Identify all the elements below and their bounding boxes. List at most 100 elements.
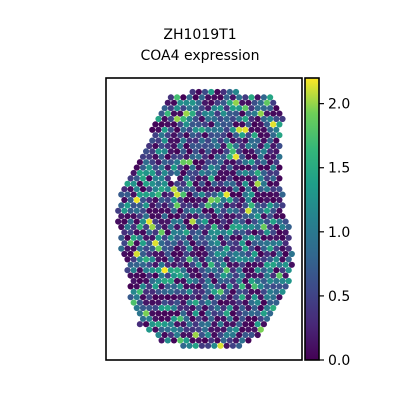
- spot-point: [121, 240, 128, 247]
- spot-point: [167, 191, 174, 198]
- spot-point: [146, 272, 153, 279]
- spot-point: [232, 326, 240, 333]
- spot-point: [183, 283, 190, 290]
- spot-point: [189, 121, 196, 128]
- spot-point: [229, 148, 236, 155]
- spot-point: [195, 110, 202, 117]
- spot-point: [242, 256, 249, 263]
- spot-point: [217, 202, 224, 209]
- spot-point: [121, 207, 128, 214]
- spot-point: [167, 115, 174, 123]
- spot-point: [242, 202, 249, 209]
- spot-point: [270, 121, 277, 128]
- spot-point: [130, 169, 137, 177]
- spot-point: [232, 229, 240, 236]
- spot-point: [174, 234, 181, 241]
- spot-point: [217, 331, 224, 339]
- spot-point: [217, 105, 224, 112]
- spot-point: [254, 234, 261, 241]
- spot-point: [273, 105, 280, 112]
- spot-point: [192, 202, 199, 209]
- spot-point: [273, 159, 280, 166]
- spot-point: [267, 202, 274, 209]
- spot-point: [161, 234, 168, 241]
- spot-point: [229, 126, 236, 133]
- spot-point: [260, 169, 267, 177]
- spot-point: [239, 207, 246, 214]
- spot-point: [183, 272, 190, 279]
- spot-point: [146, 250, 153, 258]
- spot-point: [260, 234, 267, 241]
- spot-point: [195, 272, 202, 279]
- spot-point: [245, 283, 252, 290]
- spot-point: [180, 288, 187, 295]
- colorbar: [304, 77, 320, 361]
- spot-point: [127, 229, 134, 236]
- spot-point: [263, 153, 271, 160]
- spot-point: [149, 299, 156, 306]
- spot-point: [242, 223, 249, 231]
- spot-point: [183, 153, 190, 160]
- spot-point: [170, 132, 178, 139]
- spot-point: [186, 245, 193, 252]
- spot-point: [133, 294, 140, 301]
- spot-point: [239, 304, 246, 312]
- spot-point: [183, 261, 190, 268]
- spot-point: [257, 229, 264, 236]
- spot-point: [211, 180, 218, 187]
- spot-point: [149, 223, 156, 231]
- spot-point: [214, 110, 221, 117]
- spot-point: [143, 191, 150, 198]
- spot-point: [251, 132, 258, 139]
- spot-point: [198, 256, 205, 263]
- spot-point: [143, 277, 150, 285]
- spot-point: [279, 202, 286, 209]
- spot-point: [229, 321, 236, 328]
- spot-point: [214, 99, 221, 106]
- spot-point: [195, 337, 202, 344]
- spot-point: [180, 234, 187, 241]
- spot-point: [273, 245, 280, 252]
- spot-point: [139, 229, 147, 236]
- spot-point: [248, 256, 255, 263]
- spot-point: [177, 186, 184, 193]
- spot-point: [270, 132, 277, 139]
- spot-point: [180, 299, 187, 306]
- spot-point: [223, 180, 230, 187]
- spot-point: [189, 240, 196, 247]
- spot-point: [167, 202, 174, 209]
- spot-point: [158, 196, 165, 204]
- spot-point: [118, 202, 125, 209]
- spot-point: [170, 164, 178, 171]
- spot-point: [133, 196, 140, 204]
- spot-point: [254, 288, 261, 295]
- spot-point: [245, 337, 252, 344]
- spot-layer: [115, 88, 295, 349]
- spot-point: [130, 180, 137, 187]
- spot-point: [183, 207, 190, 214]
- spot-point: [201, 304, 209, 312]
- spot-point: [174, 331, 181, 339]
- spot-point: [201, 229, 209, 236]
- spot-point: [177, 294, 184, 301]
- spot-point: [267, 299, 274, 306]
- spot-point: [273, 191, 280, 198]
- spot-point: [133, 304, 140, 312]
- spot-point: [214, 164, 221, 171]
- spot-point: [217, 245, 224, 252]
- spot-point: [226, 99, 233, 106]
- spot-point: [245, 294, 252, 301]
- spot-point: [273, 299, 280, 306]
- spot-point: [186, 310, 193, 317]
- spot-point: [260, 126, 267, 133]
- spot-point: [220, 337, 227, 344]
- spot-point: [217, 310, 224, 317]
- spot-point: [158, 207, 165, 214]
- spot-point: [273, 223, 280, 231]
- spot-point: [236, 299, 243, 306]
- spot-point: [201, 294, 209, 301]
- spot-point: [239, 142, 246, 150]
- spot-point: [242, 169, 249, 177]
- spot-point: [201, 283, 209, 290]
- spot-point: [143, 256, 150, 263]
